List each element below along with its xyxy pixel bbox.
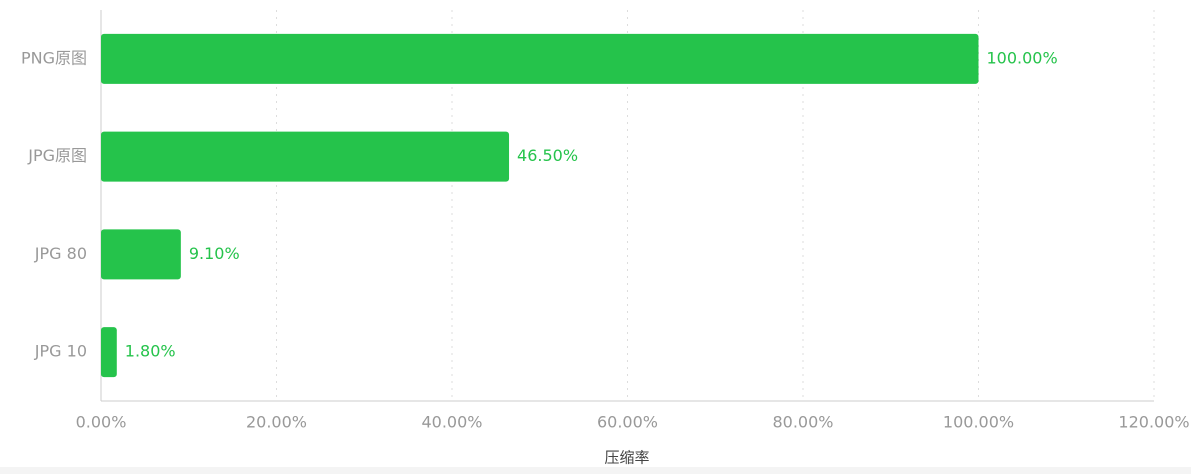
y-tick-label: JPG 10 bbox=[34, 342, 87, 361]
x-axis-label: 压缩率 bbox=[604, 449, 649, 467]
value-label: 9.10% bbox=[189, 244, 240, 263]
x-tick-label: 20.00% bbox=[246, 413, 307, 432]
y-tick-label: JPG原图 bbox=[27, 146, 87, 165]
bar bbox=[101, 327, 117, 378]
x-tick-label: 60.00% bbox=[597, 413, 658, 432]
bottom-strip bbox=[0, 467, 1191, 474]
bar bbox=[101, 33, 979, 84]
x-tick-label: 40.00% bbox=[421, 413, 482, 432]
x-tick-label: 0.00% bbox=[76, 413, 127, 432]
bar bbox=[101, 229, 181, 280]
x-tick-label: 120.00% bbox=[1118, 413, 1189, 432]
value-label: 1.80% bbox=[125, 342, 176, 361]
y-tick-label: PNG原图 bbox=[21, 48, 87, 67]
value-label: 46.50% bbox=[517, 146, 578, 165]
x-tick-label: 100.00% bbox=[943, 413, 1014, 432]
value-label: 100.00% bbox=[987, 48, 1058, 67]
y-tick-label: JPG 80 bbox=[34, 244, 87, 263]
x-tick-label: 80.00% bbox=[772, 413, 833, 432]
bar bbox=[101, 131, 510, 182]
